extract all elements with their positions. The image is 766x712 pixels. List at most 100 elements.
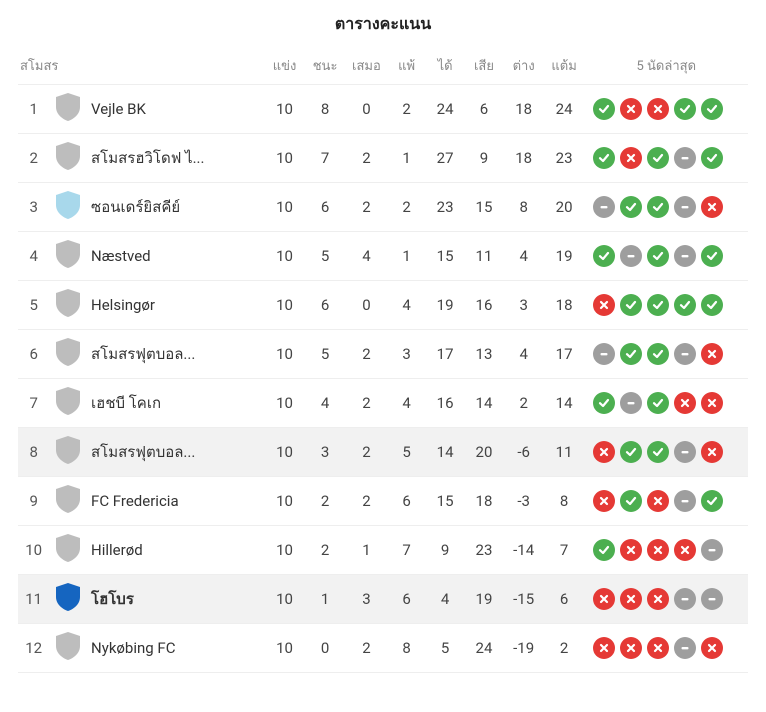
cell-form — [585, 477, 748, 526]
cell-win: 6 — [305, 281, 346, 330]
cell-draw: 2 — [345, 330, 387, 379]
table-row[interactable]: 2สโมสรฮวิโดฟ ไ...107212791823 — [18, 134, 748, 183]
cell-played: 10 — [264, 183, 304, 232]
form-result-W — [647, 294, 669, 316]
table-row[interactable]: 8สโมสรฟุตบอล...103251420-611 — [18, 428, 748, 477]
cell-club[interactable]: สโมสรฮวิโดฟ ไ... — [87, 134, 264, 183]
cell-pts: 23 — [544, 134, 585, 183]
cell-club[interactable]: โฮโบร — [87, 575, 264, 624]
cell-win: 3 — [305, 428, 346, 477]
form-result-W — [647, 147, 669, 169]
cell-played: 10 — [264, 379, 304, 428]
cell-club[interactable]: FC Fredericia — [87, 477, 264, 526]
club-crest-icon — [56, 387, 80, 415]
table-row[interactable]: 10Hillerød10217923-147 — [18, 526, 748, 575]
cell-played: 10 — [264, 330, 304, 379]
cell-pts: 17 — [544, 330, 585, 379]
cell-club[interactable]: เฮชบี โคเก — [87, 379, 264, 428]
club-crest-icon — [56, 93, 80, 121]
form-result-L — [620, 98, 642, 120]
form-result-D — [674, 147, 696, 169]
cell-played: 10 — [264, 85, 304, 134]
cell-crest — [49, 379, 87, 428]
form-result-W — [701, 98, 723, 120]
cell-gd: 4 — [504, 330, 544, 379]
cell-crest — [49, 330, 87, 379]
club-crest-icon — [56, 583, 80, 611]
form-result-L — [620, 637, 642, 659]
cell-form — [585, 575, 748, 624]
cell-win: 2 — [305, 526, 346, 575]
cell-club[interactable]: Vejle BK — [87, 85, 264, 134]
form-result-L — [701, 637, 723, 659]
cell-crest — [49, 281, 87, 330]
table-row[interactable]: 12Nykøbing FC10028524-192 — [18, 624, 748, 673]
cell-pos: 1 — [18, 85, 49, 134]
cell-lose: 7 — [387, 526, 425, 575]
standings-container: ตารางคะแนน สโมสร แข่ง ชนะ เสมอ แพ้ ได้ เ… — [0, 0, 766, 691]
form-result-W — [701, 490, 723, 512]
cell-ga: 14 — [464, 379, 503, 428]
table-row[interactable]: 5Helsingør106041916318 — [18, 281, 748, 330]
table-row[interactable]: 6สโมสรฟุตบอล...105231713417 — [18, 330, 748, 379]
cell-gf: 15 — [426, 477, 464, 526]
cell-form — [585, 134, 748, 183]
cell-lose: 3 — [387, 330, 425, 379]
table-row[interactable]: 3ซอนเดร์ยิสคีย์106222315820 — [18, 183, 748, 232]
cell-form — [585, 85, 748, 134]
form-result-W — [593, 392, 615, 414]
cell-pos: 4 — [18, 232, 49, 281]
club-crest-icon — [56, 142, 80, 170]
form-result-D — [674, 637, 696, 659]
table-row[interactable]: 11โฮโบร10136419-156 — [18, 575, 748, 624]
cell-pos: 5 — [18, 281, 49, 330]
cell-win: 7 — [305, 134, 346, 183]
table-row[interactable]: 9FC Fredericia102261518-38 — [18, 477, 748, 526]
table-row[interactable]: 7เฮชบี โคเก104241614214 — [18, 379, 748, 428]
cell-form — [585, 281, 748, 330]
cell-form — [585, 379, 748, 428]
cell-played: 10 — [264, 526, 304, 575]
cell-pos: 7 — [18, 379, 49, 428]
cell-ga: 9 — [464, 134, 503, 183]
form-result-L — [593, 490, 615, 512]
table-body: 1Vejle BK1080224618242สโมสรฮวิโดฟ ไ...10… — [18, 85, 748, 673]
cell-lose: 8 — [387, 624, 425, 673]
club-crest-icon — [56, 338, 80, 366]
cell-club[interactable]: สโมสรฟุตบอล... — [87, 330, 264, 379]
form-result-L — [647, 588, 669, 610]
cell-pts: 7 — [544, 526, 585, 575]
form-result-W — [593, 98, 615, 120]
cell-club[interactable]: ซอนเดร์ยิสคีย์ — [87, 183, 264, 232]
form-result-L — [701, 196, 723, 218]
cell-win: 4 — [305, 379, 346, 428]
cell-played: 10 — [264, 575, 304, 624]
standings-table: สโมสร แข่ง ชนะ เสมอ แพ้ ได้ เสีย ต่าง แต… — [18, 47, 748, 673]
cell-win: 1 — [305, 575, 346, 624]
table-row[interactable]: 1Vejle BK108022461824 — [18, 85, 748, 134]
form-result-L — [593, 588, 615, 610]
form-result-L — [593, 441, 615, 463]
form-result-W — [620, 343, 642, 365]
cell-form — [585, 232, 748, 281]
form-result-L — [620, 539, 642, 561]
cell-lose: 6 — [387, 575, 425, 624]
club-crest-icon — [56, 485, 80, 513]
cell-club[interactable]: Nykøbing FC — [87, 624, 264, 673]
cell-club[interactable]: Næstved — [87, 232, 264, 281]
cell-club[interactable]: Hillerød — [87, 526, 264, 575]
form-result-L — [647, 98, 669, 120]
col-pts: แต้ม — [544, 47, 585, 85]
form-result-L — [701, 441, 723, 463]
cell-gf: 15 — [426, 232, 464, 281]
cell-played: 10 — [264, 232, 304, 281]
cell-crest — [49, 428, 87, 477]
cell-gf: 16 — [426, 379, 464, 428]
cell-club[interactable]: สโมสรฟุตบอล... — [87, 428, 264, 477]
cell-ga: 16 — [464, 281, 503, 330]
cell-gd: 4 — [504, 232, 544, 281]
cell-club[interactable]: Helsingør — [87, 281, 264, 330]
form-result-W — [701, 245, 723, 267]
cell-gf: 23 — [426, 183, 464, 232]
table-row[interactable]: 4Næstved105411511419 — [18, 232, 748, 281]
